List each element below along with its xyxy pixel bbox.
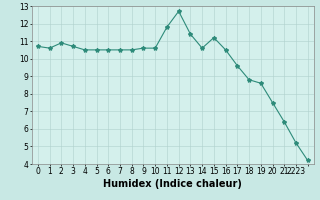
- X-axis label: Humidex (Indice chaleur): Humidex (Indice chaleur): [103, 179, 242, 189]
